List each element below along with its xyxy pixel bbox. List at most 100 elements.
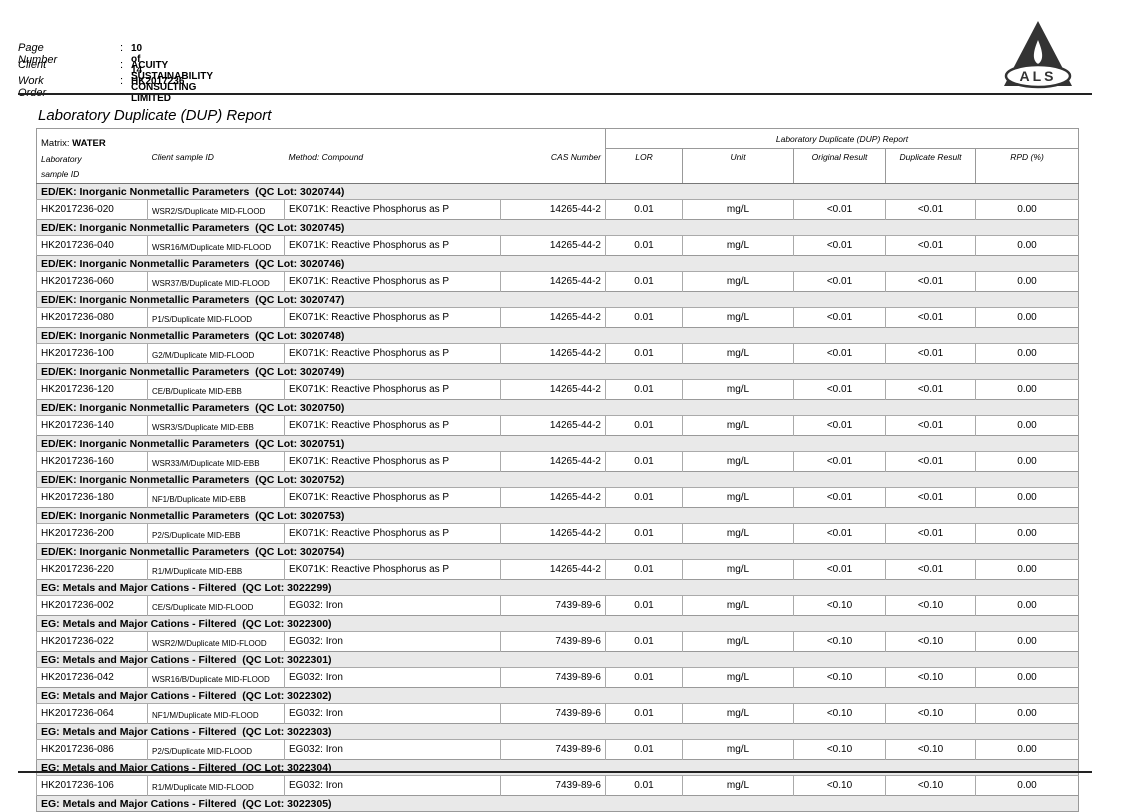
data-cell: EK071K: Reactive Phosphorus as P [284,559,501,580]
data-cell: EK071K: Reactive Phosphorus as P [284,343,501,364]
data-cell: <0.10 [885,631,976,652]
data-cell: mg/L [682,379,794,400]
data-cell: R1/M/Duplicate MID-FLOOD [147,775,285,796]
data-cell: mg/L [682,451,794,472]
data-cell: 0.00 [974,415,1079,436]
data-cell: 14265-44-2 [500,523,606,544]
group-row: ED/EK: Inorganic Nonmetallic Parameters … [36,471,1079,488]
data-cell: 14265-44-2 [500,379,606,400]
data-cell: EK071K: Reactive Phosphorus as P [284,235,501,256]
data-cell: 0.00 [974,235,1079,256]
data-cell: HK2017236-120 [36,379,148,400]
data-cell: mg/L [682,631,794,652]
data-cell: 0.01 [605,199,683,220]
data-cell: 0.00 [974,451,1079,472]
data-cell: mg/L [682,595,794,616]
data-cell: 0.00 [974,343,1079,364]
data-cell: <0.01 [885,271,976,292]
data-cell: 14265-44-2 [500,307,606,328]
data-cell: mg/L [682,235,794,256]
data-cell: HK2017236-040 [36,235,148,256]
data-cell: <0.10 [885,739,976,760]
group-header: EG: Metals and Major Cations - Filtered … [36,615,1079,632]
column-header: Duplicate Result [885,148,976,184]
data-cell: 0.01 [605,235,683,256]
page: Page Number:10 of 14 Client: ACUITY SUSTAI… [18,21,1092,812]
data-cell: 0.00 [974,595,1079,616]
data-cell: <0.01 [885,451,976,472]
data-row: HK2017236-086 P2/S/Duplicate MID-FLOOD EG0… [36,739,1079,760]
data-cell: 0.01 [605,451,683,472]
data-cell: 0.01 [605,487,683,508]
data-cell: 7439-89-6 [500,739,606,760]
data-cell: 0.00 [974,631,1079,652]
group-row: ED/EK: Inorganic Nonmetallic Parameters … [36,255,1079,272]
data-row: HK2017236-100 G2/M/Duplicate MID-FLOOD EK0… [36,343,1079,364]
data-cell: <0.01 [793,559,886,580]
data-cell: CE/S/Duplicate MID-FLOOD [147,595,285,616]
data-cell: 0.01 [605,559,683,580]
data-cell: <0.01 [885,235,976,256]
header-value: ACUITY SUSTAINABILITY CONSULTING LIMITED [131,59,213,104]
header-value: 10 of 14 [131,43,143,76]
data-cell: WSR33/M/Duplicate MID-EBB [147,451,285,472]
data-cell: 14265-44-2 [500,451,606,472]
data-cell: <0.01 [885,523,976,544]
group-header: EG: Metals and Major Cations - Filtered … [36,759,1079,776]
data-cell: HK2017236-022 [36,631,148,652]
data-cell: <0.10 [793,703,886,724]
data-cell: 0.00 [974,775,1079,796]
data-cell: HK2017236-160 [36,451,148,472]
data-cell: <0.01 [885,199,976,220]
group-header: ED/EK: Inorganic Nonmetallic Parameters … [36,327,1079,344]
data-cell: EG032: Iron [284,595,501,616]
group-header: ED/EK: Inorganic Nonmetallic Parameters … [36,255,1079,272]
column-header: Original Result [793,148,886,184]
data-cell: HK2017236-106 [36,775,148,796]
group-header: EG: Metals and Major Cations - Filtered … [36,723,1079,740]
data-cell: HK2017236-060 [36,271,148,292]
data-cell: 0.01 [605,631,683,652]
group-row: ED/EK: Inorganic Nonmetallic Parameters … [36,219,1079,236]
data-cell: <0.10 [793,739,886,760]
data-cell: mg/L [682,271,794,292]
data-row: HK2017236-020 WSR2/S/Duplicate MID-FLOOD E… [36,199,1079,220]
data-cell: mg/L [682,199,794,220]
data-cell: 0.01 [605,739,683,760]
column-header: RPD (%) [974,148,1080,184]
data-cell: NF1/M/Duplicate MID-FLOOD [147,703,285,724]
report-title: Laboratory Duplicate (DUP) Report [38,107,272,124]
group-header: ED/EK: Inorganic Nonmetallic Parameters … [36,183,1079,200]
data-cell: <0.01 [793,523,886,544]
group-row: ED/EK: Inorganic Nonmetallic Parameters … [36,435,1079,452]
group-header: EG: Metals and Major Cations - Filtered … [36,795,1079,812]
data-cell: 14265-44-2 [500,271,606,292]
group-header: ED/EK: Inorganic Nonmetallic Parameters … [36,363,1079,380]
footer-rule [18,771,1092,773]
super-header: Laboratory Duplicate (DUP) Report [604,128,1080,149]
data-cell: 0.00 [974,307,1079,328]
data-cell: <0.01 [885,379,976,400]
data-row: HK2017236-200 P2/S/Duplicate MID-EBB EK071… [36,523,1079,544]
data-cell: 0.00 [974,559,1079,580]
data-cell: mg/L [682,559,794,580]
data-cell: 0.00 [974,271,1079,292]
data-row: HK2017236-064 NF1/M/Duplicate MID-FLOOD EG… [36,703,1079,724]
data-cell: <0.01 [885,559,976,580]
data-cell: <0.10 [885,775,976,796]
data-cell: 0.01 [605,307,683,328]
data-cell: <0.01 [793,415,886,436]
header-label: Client [18,58,47,71]
data-cell: <0.10 [793,667,886,688]
data-cell: mg/L [682,775,794,796]
header-label: Page Number [18,42,58,66]
data-cell: EG032: Iron [284,775,501,796]
group-header: EG: Metals and Major Cations - Filtered … [36,651,1079,668]
group-row: EG: Metals and Major Cations - Filtered … [36,615,1079,632]
data-cell: EG032: Iron [284,739,501,760]
data-cell: 7439-89-6 [500,775,606,796]
data-cell: <0.10 [793,595,886,616]
header-rule [18,93,1092,95]
matrix-row: Matrix: WATER Laboratory Duplicate (DUP) … [37,128,1080,149]
data-cell: 0.00 [974,379,1079,400]
